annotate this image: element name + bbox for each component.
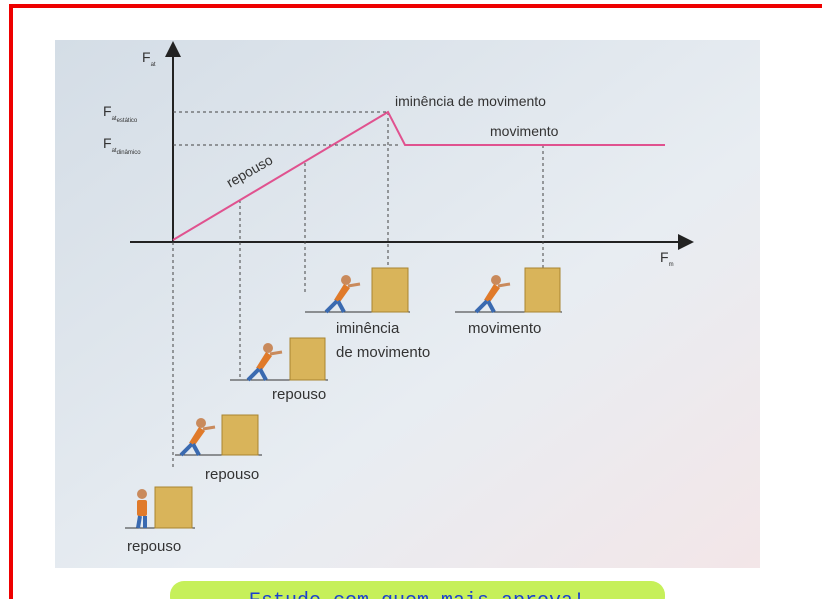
motion-label: movimento: [490, 123, 559, 139]
banner: [170, 581, 665, 599]
y-axis-label: Fat: [142, 49, 156, 68]
dynamic-label: Fatdinâmico: [103, 135, 141, 156]
scene-3: [230, 337, 328, 382]
static-label: Fatestático: [103, 103, 138, 124]
guides: [172, 111, 544, 470]
scene-4: [305, 267, 410, 314]
caption: repouso: [205, 466, 259, 483]
scene-1: [125, 486, 195, 530]
caption: iminência: [336, 320, 400, 337]
caption: repouso: [272, 386, 326, 403]
x-axis-label: Fm: [660, 249, 674, 268]
caption: de movimento: [336, 344, 430, 361]
scene-2: [175, 414, 262, 457]
caption: movimento: [468, 320, 541, 337]
scene-5: [455, 267, 562, 314]
force-curve: [172, 110, 665, 241]
imminence-label: iminência de movimento: [395, 93, 546, 109]
banner-text: Estude com quem mais aprova!: [249, 590, 585, 599]
caption: repouso: [127, 538, 181, 555]
